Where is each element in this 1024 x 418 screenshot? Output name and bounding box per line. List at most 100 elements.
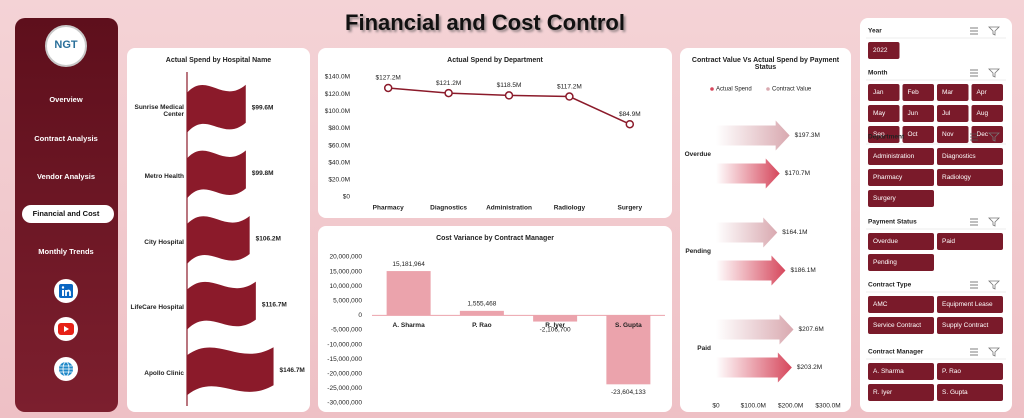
- slicer-button[interactable]: Feb: [902, 84, 935, 101]
- slicer-button-bg: [902, 126, 934, 143]
- multi-select-icon[interactable]: [970, 281, 978, 289]
- slicer-button-bg: [868, 105, 900, 122]
- slicer-button[interactable]: Jun: [902, 105, 935, 122]
- slicer-button[interactable]: Apr: [971, 84, 1004, 101]
- slicer-button[interactable]: Oct: [902, 126, 935, 143]
- y-tick-label: $0: [343, 194, 351, 201]
- legend-label: Contract Value: [772, 87, 812, 93]
- legend-marker: [766, 87, 770, 91]
- slicer-icons[interactable]: [970, 280, 1000, 290]
- slicer-button[interactable]: AMC: [868, 296, 934, 313]
- slicer-button[interactable]: May: [868, 105, 900, 122]
- nav-item[interactable]: Overview: [49, 95, 83, 104]
- flag-bar: [187, 216, 250, 264]
- web-icon[interactable]: [54, 357, 78, 381]
- slicer-button[interactable]: Service Contract: [868, 317, 934, 334]
- slicer-button[interactable]: Surgery: [868, 190, 934, 207]
- slicer-icons[interactable]: [970, 132, 1000, 142]
- slicer-item: Diagnostics: [942, 153, 976, 160]
- slicer-button[interactable]: Sep: [868, 126, 900, 143]
- slicer-button-bg: [868, 84, 900, 101]
- multi-select-icon[interactable]: [970, 348, 978, 356]
- slicer-button[interactable]: S. Gupta: [937, 384, 1003, 401]
- slicer-button[interactable]: 2022: [868, 42, 900, 59]
- x-tick-label: $0: [712, 403, 720, 410]
- clear-filter-icon[interactable]: [988, 217, 1000, 227]
- x-tick-label: Radiology: [554, 205, 586, 212]
- slicer-button[interactable]: Mar: [937, 84, 969, 101]
- clear-filter-icon[interactable]: [988, 280, 1000, 290]
- slicer-button[interactable]: Pharmacy: [868, 169, 934, 186]
- slicer-button-bg: [902, 84, 934, 101]
- nav-item[interactable]: Contract Analysis: [34, 134, 98, 143]
- arrow-bar: [716, 314, 794, 345]
- nav-item[interactable]: Monthly Trends: [38, 247, 93, 256]
- slicer-item: Jul: [942, 110, 951, 117]
- slicer-button[interactable]: Nov: [937, 126, 969, 143]
- slicer-button[interactable]: Administration: [868, 148, 934, 165]
- category-label: Sunrise Medical Center: [134, 103, 185, 118]
- category-label-box: Metro Health: [145, 173, 184, 180]
- clear-filter-icon[interactable]: [988, 347, 1000, 357]
- slicer-button[interactable]: Paid: [937, 233, 1003, 250]
- multi-select-icon[interactable]: [970, 218, 978, 226]
- slicer-button-bg: [868, 148, 934, 165]
- multi-select-icon[interactable]: [970, 27, 978, 35]
- category-label: Overdue: [685, 151, 712, 158]
- slicer-button[interactable]: Aug: [971, 105, 1004, 122]
- slicer-button[interactable]: R. Iyer: [868, 384, 934, 401]
- x-tick-label: $200.0M: [778, 403, 803, 410]
- chart-panel: [318, 48, 672, 218]
- nav-item[interactable]: Financial and Cost: [22, 205, 114, 223]
- slicer-item: Supply Contract: [942, 322, 988, 329]
- slicer-button[interactable]: Equipment Lease: [937, 296, 1003, 313]
- nav-item[interactable]: Vendor Analysis: [37, 172, 95, 181]
- arrow-bar: [716, 158, 780, 189]
- slicer-button[interactable]: Dec: [971, 126, 1004, 143]
- marker: [565, 92, 574, 101]
- marker: [625, 119, 635, 129]
- slicer-icons[interactable]: [970, 26, 1000, 36]
- clear-filter-icon[interactable]: [988, 132, 1000, 142]
- value-label: $116.7M: [262, 301, 287, 308]
- multi-select-icon[interactable]: [970, 69, 978, 77]
- slicer-button[interactable]: Radiology: [937, 169, 1003, 186]
- slicer-button[interactable]: Diagnostics: [937, 148, 1003, 165]
- x-tick-label: Administration: [486, 205, 532, 212]
- arrow-bar: [716, 255, 786, 286]
- slicer-item: Nov: [942, 131, 954, 138]
- slicer-button[interactable]: P. Rao: [937, 363, 1003, 380]
- slicer-icons[interactable]: [970, 217, 1000, 227]
- value-label: $99.6M: [252, 105, 274, 112]
- multi-select-icon[interactable]: [970, 133, 978, 141]
- marker: [383, 83, 393, 93]
- linkedin-icon[interactable]: [54, 279, 78, 303]
- arrow-bar: [716, 217, 778, 248]
- y-tick-label: -30,000,000: [327, 400, 362, 407]
- nav-label: Monthly Trends: [38, 247, 93, 256]
- slicer-button[interactable]: Pending: [868, 254, 934, 271]
- slicer-button-bg: [937, 317, 1003, 334]
- slicer-item: A. Sharma: [873, 368, 904, 375]
- slicer-button-bg: [937, 84, 969, 101]
- slicer-button-bg: [868, 233, 934, 250]
- value-label: $203.2M: [797, 364, 822, 371]
- category-label: City Hospital: [144, 238, 184, 246]
- chart-title: Cost Variance by Contract Manager: [436, 234, 554, 242]
- slicer-button[interactable]: Jan: [868, 84, 900, 101]
- slicer-button[interactable]: A. Sharma: [868, 363, 934, 380]
- slicer-item: 2022: [873, 47, 888, 54]
- y-tick-label: $140.0M: [325, 74, 350, 81]
- slicer-button[interactable]: Supply Contract: [937, 317, 1003, 334]
- slicer-icons[interactable]: [970, 347, 1000, 357]
- y-tick-label: $80.0M: [328, 125, 350, 132]
- slicer-icons[interactable]: [970, 68, 1000, 78]
- y-tick-label: -20,000,000: [327, 371, 362, 378]
- clear-filter-icon[interactable]: [988, 68, 1000, 78]
- clear-filter-icon[interactable]: [988, 26, 1000, 36]
- slicer-button[interactable]: Overdue: [868, 233, 934, 250]
- slicer-button[interactable]: Jul: [937, 105, 969, 122]
- youtube-icon[interactable]: [54, 317, 78, 341]
